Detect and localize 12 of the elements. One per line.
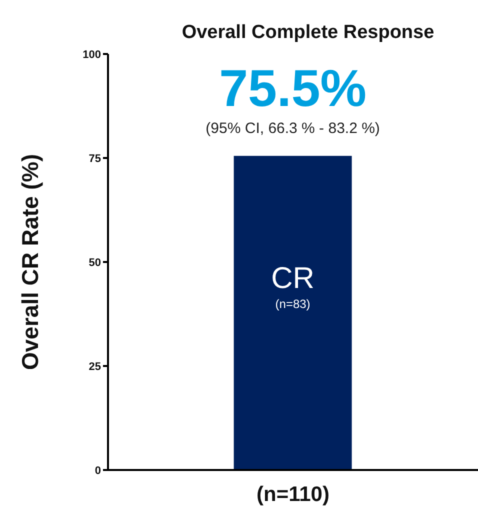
- y-tick-label: 0: [94, 464, 101, 477]
- chart-title: Overall Complete Response: [180, 22, 436, 44]
- y-tick-label: 25: [88, 360, 101, 373]
- data-label: 75.5%: [219, 60, 367, 118]
- y-tick-label: 50: [88, 256, 101, 269]
- y-tick-label: 100: [82, 48, 101, 61]
- y-tick-label: 75: [88, 152, 101, 165]
- annotation: (95% CI, 66.3 % - 83.2 %): [206, 120, 380, 137]
- annotation: (n=83): [275, 296, 310, 311]
- annotation: CR: [271, 262, 314, 295]
- y-axis-title: Overall CR Rate (%): [17, 154, 44, 370]
- x-tick-label: (n=110): [256, 482, 330, 506]
